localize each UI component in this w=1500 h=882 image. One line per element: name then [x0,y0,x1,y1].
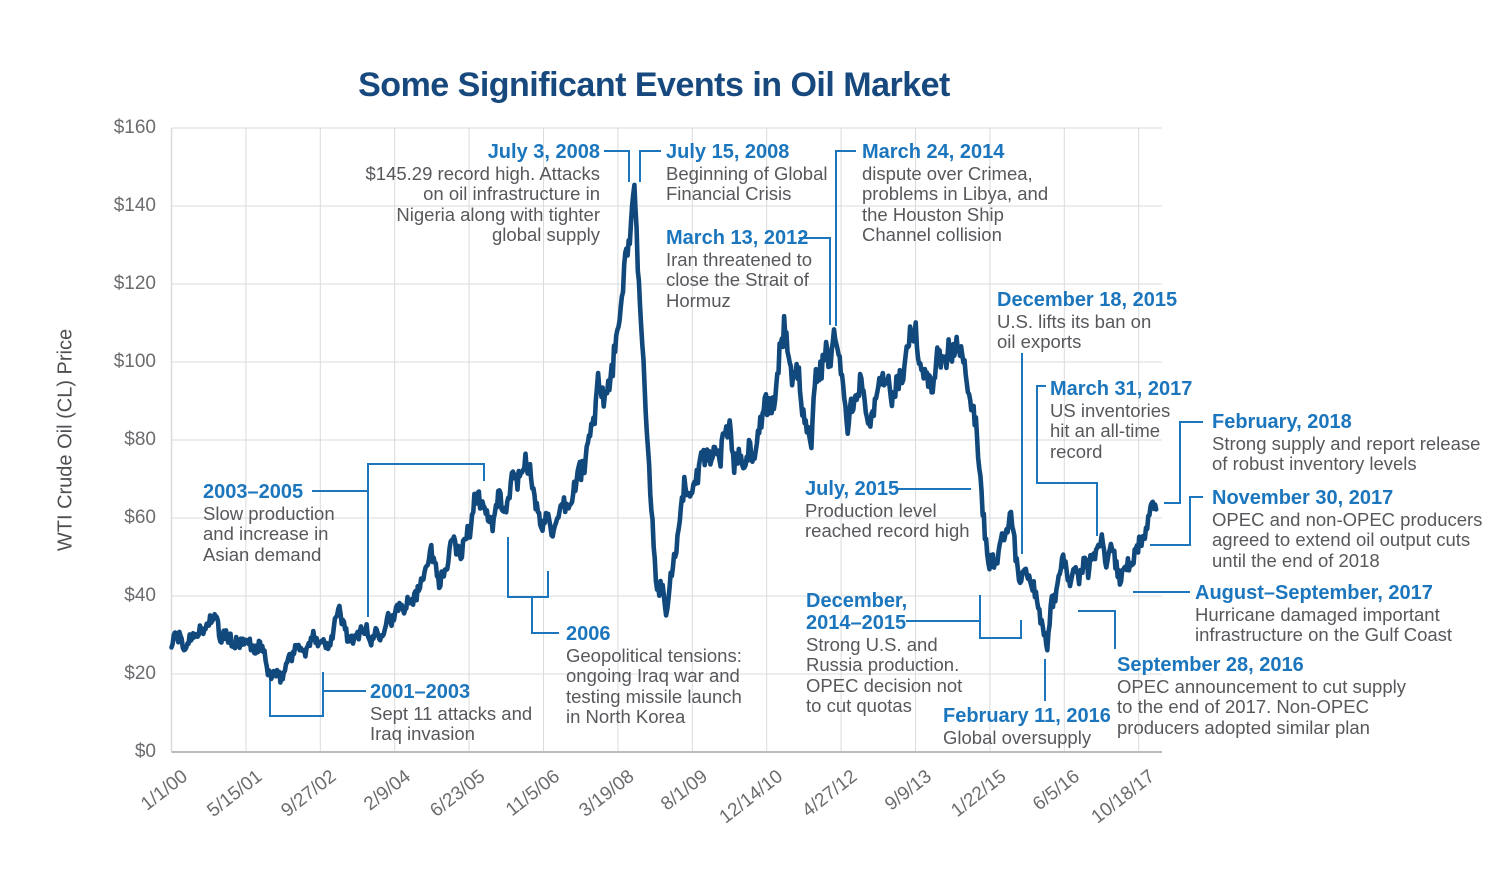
annotation-2003-2005: 2003–2005 Slow production and increase i… [203,481,335,565]
annotation-body: U.S. lifts its ban on oil exports [997,311,1152,353]
annotation-july-2015: July, 2015 Production level reached reco… [805,478,970,542]
annotation-july-15-2008: July 15, 2008 Beginning of Global Financ… [666,141,827,205]
annotation-heading: July 15, 2008 [666,141,790,163]
annotation-heading: November 30, 2017 [1212,487,1394,509]
annotation-body: Strong supply and report release of robu… [1212,433,1481,475]
leader-2001-2003 [269,672,366,717]
annotation-body: Iran threatened to close the Strait of H… [666,249,813,311]
leader-july-3-2008 [604,150,630,182]
annotation-body: Sept 11 attacks and Iraq invasion [370,703,533,745]
annotation-heading: March 24, 2014 [862,141,1005,163]
leader-2003-2005 [312,463,485,617]
annotation-heading: December 18, 2015 [997,289,1178,311]
annotation-2006: 2006 Geopolitical tensions: ongoing Iraq… [566,623,742,728]
annotation-december-2014-2015: December, 2014–2015 Strong U.S. and Russ… [806,590,962,717]
leader-december-2014-2015 [906,595,1022,639]
annotation-heading: July, 2015 [805,478,900,500]
annotation-heading: September 28, 2016 [1117,654,1304,676]
annotation-march-24-2014: March 24, 2014 dispute over Crimea, prob… [862,141,1048,246]
y-tick-label-0: $0 [134,741,156,762]
leader-september-28-2016 [1078,610,1116,649]
annotation-december-18-2015: December 18, 2015 U.S. lifts its ban on … [997,289,1177,353]
annotation-body: Geopolitical tensions: ongoing Iraq war … [566,645,742,728]
annotation-body: OPEC announcement to cut supply to the e… [1117,676,1406,738]
leader-february-2018 [1164,421,1203,504]
annotation-february-11-2016: February 11, 2016 Global oversupply [943,705,1111,748]
y-tick-label-3: $60 [124,507,156,528]
annotation-body: Global oversupply [943,727,1092,748]
annotation-november-30-2017: November 30, 2017 OPEC and non-OPEC prod… [1212,487,1482,571]
leader-july-15-2008 [639,150,661,182]
annotation-heading: March 31, 2017 [1050,378,1193,400]
chart-title: Some Significant Events in Oil Market [358,66,950,104]
annotation-heading: February 11, 2016 [943,705,1111,727]
annotation-body: $145.29 record high. Attacks on oil infr… [365,163,600,246]
annotation-august-september-2017: August–September, 2017 Hurricane damaged… [1195,582,1452,646]
leader-2006 [507,537,559,634]
price-line-series [169,182,1159,685]
y-tick-label-2: $40 [124,585,156,606]
y-tick-label-5: $100 [113,351,156,372]
y-axis-title: WTI Crude Oil (CL) Price [54,328,77,552]
annotation-heading: 2001–2003 [370,681,471,703]
annotation-march-31-2017: March 31, 2017 US inventories hit an all… [1050,378,1192,462]
annotation-february-2018: February, 2018 Strong supply and report … [1212,411,1480,475]
annotation-heading: 2006 [566,623,611,645]
annotation-body: Strong U.S. and Russia production. OPEC … [806,634,963,717]
leader-november-30-2017 [1150,496,1203,546]
y-tick-label-4: $80 [124,429,156,450]
annotation-heading: August–September, 2017 [1195,582,1433,604]
annotation-leader-lines [269,150,1203,717]
annotation-september-28-2016: September 28, 2016 OPEC announcement to … [1117,654,1406,738]
annotation-body: dispute over Crimea, problems in Libya, … [862,163,1049,246]
annotation-march-13-2012: March 13, 2012 Iran threatened to close … [666,227,812,311]
annotation-heading: 2003–2005 [203,481,304,503]
annotation-body: Slow production and increase in Asian de… [203,503,335,565]
annotation-body: Beginning of Global Financial Crisis [666,163,828,205]
annotation-body: OPEC and non-OPEC producers agreed to ex… [1212,509,1483,571]
annotation-heading: February, 2018 [1212,411,1352,433]
y-tick-label-1: $20 [124,663,156,684]
y-tick-label-7: $140 [113,195,156,216]
leader-march-31-2017 [1036,385,1098,536]
y-tick-label-8: $160 [113,117,156,138]
annotation-heading: March 13, 2012 [666,227,809,249]
annotation-heading: July 3, 2008 [487,141,600,163]
gridlines [170,127,1162,753]
annotation-body: US inventories hit an all-time record [1050,400,1171,462]
annotation-body: Hurricane damaged important infrastructu… [1195,604,1453,646]
leader-march-24-2014 [835,150,856,326]
annotation-body: Production level reached record high [805,500,970,542]
annotation-2001-2003: 2001–2003 Sept 11 attacks and Iraq invas… [370,681,532,745]
annotation-heading: December, 2014–2015 [806,590,908,634]
annotation-july-3-2008: July 3, 2008 $145.29 record high. Attack… [366,141,600,246]
leader-march-13-2012 [799,237,831,325]
y-tick-label-6: $120 [113,273,156,294]
